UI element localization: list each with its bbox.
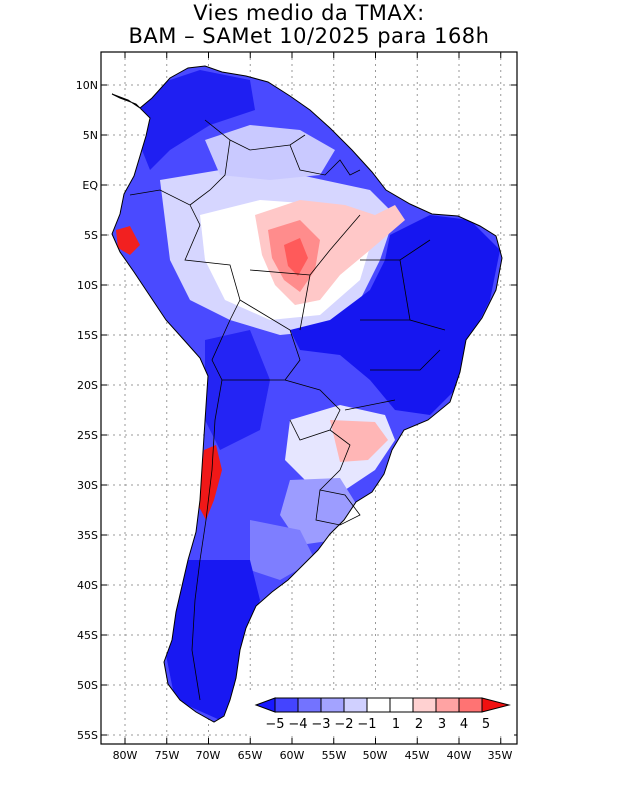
lon-label: 70W <box>196 749 221 762</box>
lat-label: EQ <box>82 179 98 192</box>
north-pale-patch <box>205 125 335 180</box>
colorbar-label: 1 <box>392 717 400 732</box>
lat-label: 10S <box>77 279 98 292</box>
colorbar: −5 −4 −3 −2 −1 1 2 3 4 5 <box>248 694 514 736</box>
northwest-cool-anomaly <box>138 70 255 170</box>
colorbar-swatch <box>343 697 368 713</box>
colorbar-label: −3 <box>311 717 330 732</box>
south-brazil-warm <box>330 420 388 462</box>
latitude-labels: 10N 5N EQ 5S 10S 15S 20S 25S 30S 35S 40S… <box>76 79 99 742</box>
lat-label: 35S <box>77 529 98 542</box>
colorbar-label: 5 <box>482 717 490 732</box>
colorbar-swatch <box>297 697 322 713</box>
patagonia-light-cool <box>250 520 315 580</box>
boundary-peru-brazil <box>184 224 241 321</box>
colorbar-arrow-high <box>481 697 511 713</box>
colorbar-swatch <box>366 697 391 713</box>
boundary-chile-argentina <box>191 379 223 701</box>
central-warm-peak <box>284 238 308 276</box>
bias-shading <box>111 65 503 723</box>
lat-label: 40S <box>77 579 98 592</box>
lon-label: 35W <box>488 749 513 762</box>
lon-label: 65W <box>238 749 263 762</box>
andes-central-cool <box>205 330 270 450</box>
lat-label: 50S <box>77 679 98 692</box>
political-boundaries <box>129 119 446 701</box>
lat-label: 45S <box>77 629 98 642</box>
map-title-line-2: BAM – SAMet 10/2025 para 168h <box>128 24 490 48</box>
longitude-labels: 80W 75W 70W 65W 60W 55W 50W 45W 40W 35W <box>113 749 513 762</box>
lat-label: 5N <box>83 129 98 142</box>
boundary-paraguay <box>284 379 341 441</box>
colorbar-label: −4 <box>288 717 307 732</box>
boundary-colombia-brazil <box>189 139 231 206</box>
lon-label: 40W <box>447 749 472 762</box>
colorbar-label: −5 <box>265 717 284 732</box>
lon-label: 45W <box>405 749 430 762</box>
map-title-line-1: Vies medio da TMAX: <box>193 1 425 25</box>
lat-label: 20S <box>77 379 98 392</box>
colorbar-label: 2 <box>415 717 423 732</box>
colorbar-swatch <box>389 697 414 713</box>
northeast-cool-anomaly <box>290 215 500 415</box>
andes-warm-strip <box>198 445 222 520</box>
lon-label: 50W <box>363 749 388 762</box>
lat-label: 55S <box>77 729 98 742</box>
lon-label: 60W <box>280 749 305 762</box>
boundary-guianas <box>289 144 361 176</box>
colorbar-label: 4 <box>460 717 468 732</box>
colorbar-swatch <box>435 697 460 713</box>
boundary-colombia-venezuela <box>204 119 306 151</box>
boundary-uruguay <box>315 489 361 526</box>
lon-label: 55W <box>322 749 347 762</box>
coastline <box>111 65 503 723</box>
boundary-brazil-states <box>249 214 446 411</box>
colorbar-label: 3 <box>438 717 446 732</box>
boundary-ecuador-peru <box>129 189 201 226</box>
colorbar-swatch <box>458 697 483 713</box>
peru-warm-strip <box>116 226 140 255</box>
colorbar-swatch <box>412 697 437 713</box>
lat-label: 30S <box>77 479 98 492</box>
lat-label: 5S <box>84 229 98 242</box>
colorbar-swatch <box>274 697 299 713</box>
lat-label: 25S <box>77 429 98 442</box>
boundary-brazil-bolivia <box>239 299 301 381</box>
colorbar-label: −1 <box>357 717 376 732</box>
axis-ticks <box>101 52 517 744</box>
colorbar-label: −2 <box>334 717 353 732</box>
lat-label: 10N <box>76 79 98 92</box>
lat-label: 15S <box>77 329 98 342</box>
lon-label: 80W <box>113 749 138 762</box>
boundary-argentina-brazil <box>319 429 351 491</box>
lon-label: 75W <box>155 749 180 762</box>
colorbar-swatch <box>320 697 345 713</box>
